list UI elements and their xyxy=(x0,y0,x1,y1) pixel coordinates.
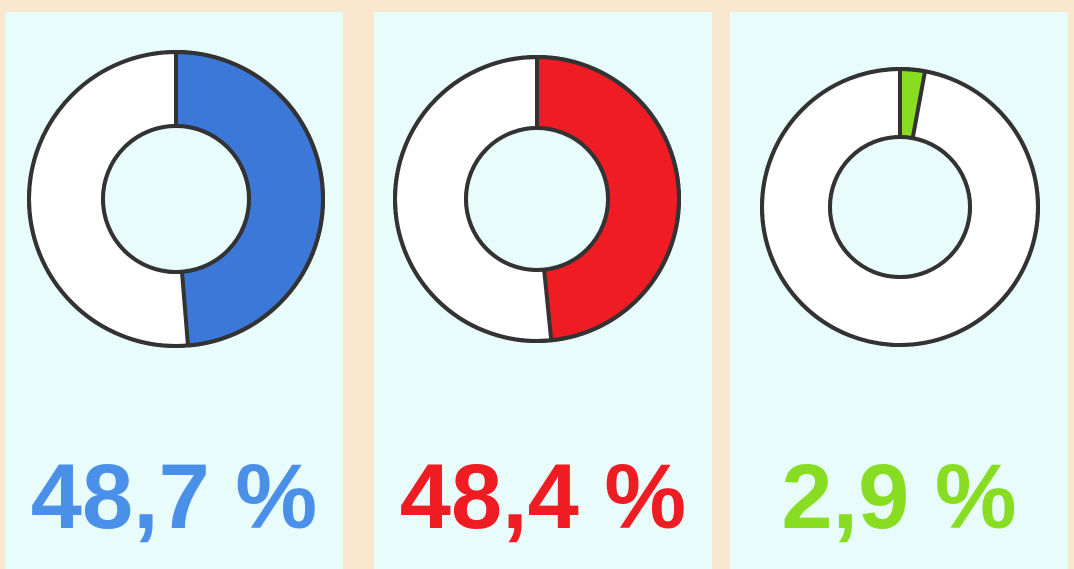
donut-outline xyxy=(27,50,325,348)
percentage-label: 48,7 % xyxy=(31,446,317,548)
percentage-label: 48,4 % xyxy=(400,446,686,548)
donut-hole xyxy=(464,126,610,272)
donut-hole xyxy=(828,135,972,279)
donut-hole xyxy=(101,124,251,274)
donut-outline xyxy=(760,67,1040,347)
percentage-label: 2,9 % xyxy=(781,446,1016,548)
donut-outline xyxy=(393,55,681,343)
